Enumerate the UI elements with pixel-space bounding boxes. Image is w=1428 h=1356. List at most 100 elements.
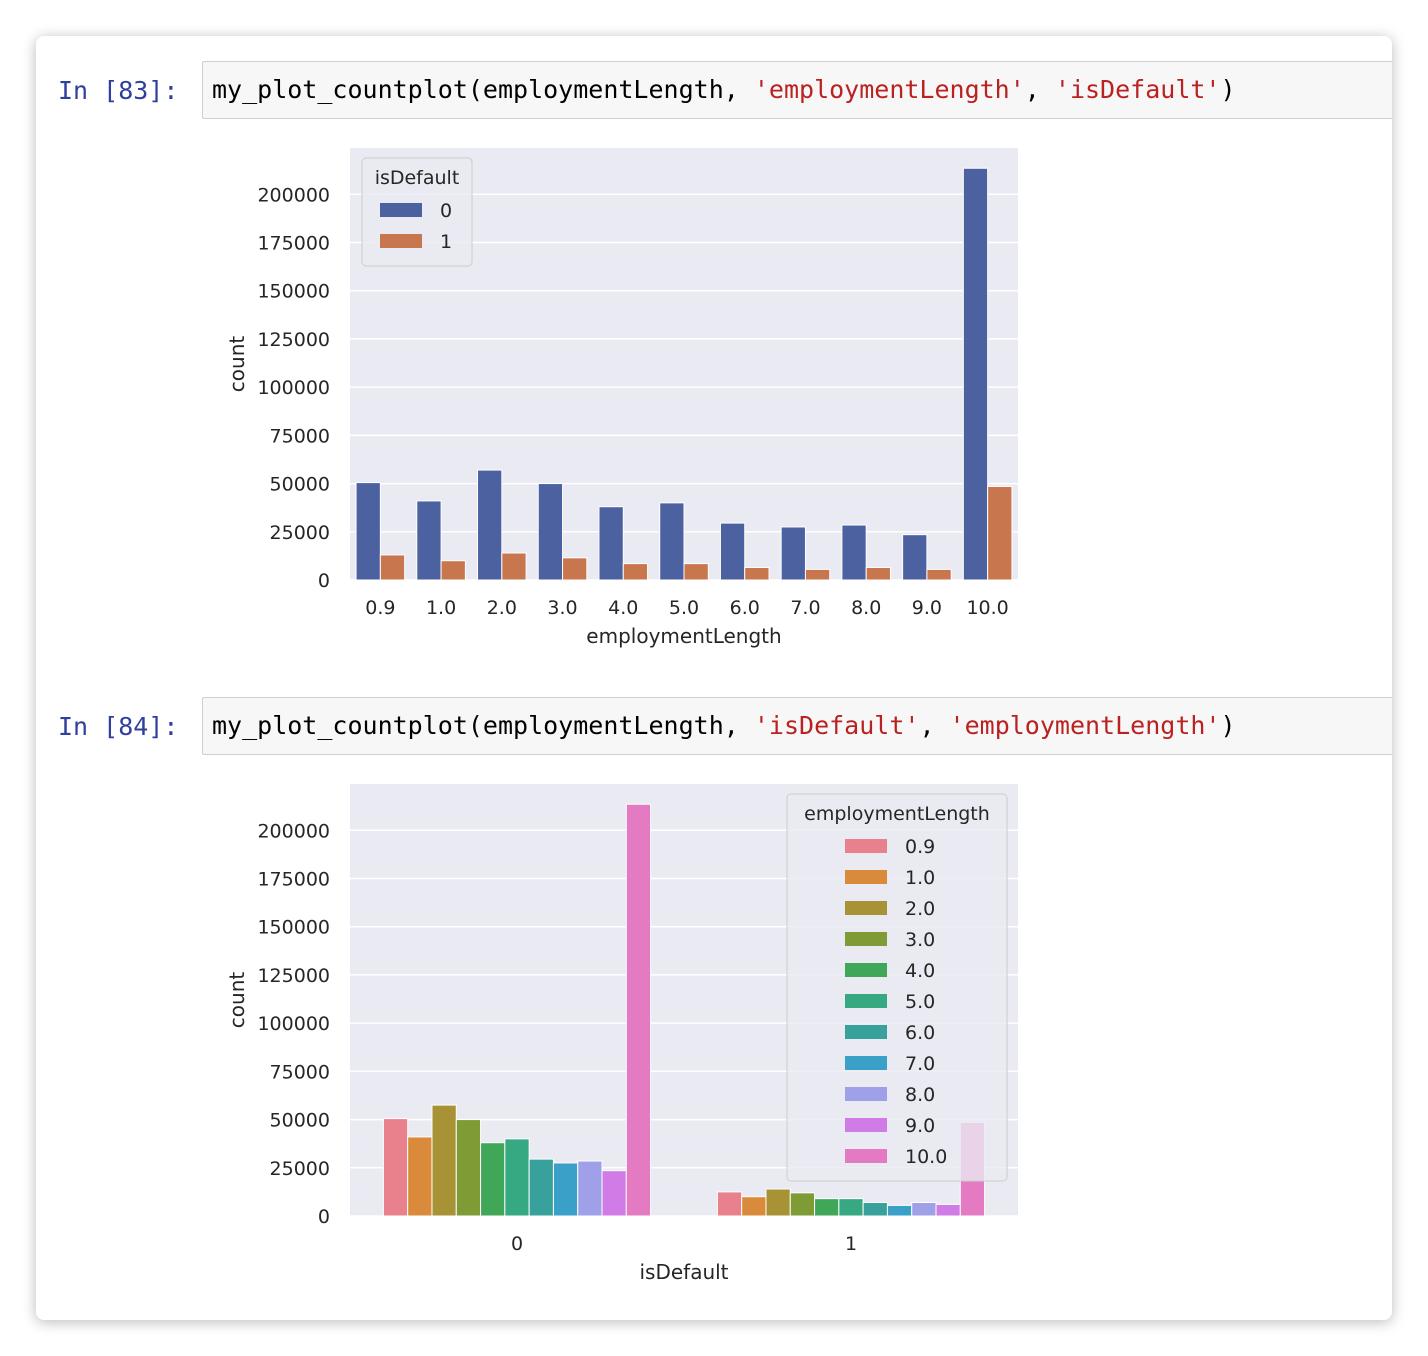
legend-label-0.9: 0.9 (905, 836, 935, 858)
bar-1-8.0 (865, 566, 891, 581)
code-close: ) (1220, 75, 1236, 104)
y-tick-label: 0 (318, 1206, 330, 1228)
bar-2.0-0 (431, 1104, 457, 1217)
y-tick-label: 25000 (270, 522, 330, 544)
y-tick-label: 200000 (257, 184, 330, 206)
bar-0-1.0 (416, 500, 442, 581)
code-string-arg: 'employmentLength' (949, 711, 1221, 740)
code-cell-83[interactable]: my_plot_countplot(employmentLength, 'emp… (202, 61, 1392, 119)
bar-0-2.0 (477, 469, 503, 581)
code-line: my_plot_countplot(employmentLength, 'isD… (212, 711, 1236, 740)
bar-1-10.0 (987, 485, 1013, 581)
code-close: ) (1220, 711, 1236, 740)
bar-0-10.0 (962, 167, 989, 581)
legend-label-10.0: 10.0 (905, 1146, 947, 1168)
legend-swatch-7.0 (845, 1056, 887, 1070)
x-tick-label: 10.0 (966, 597, 1008, 619)
legend-swatch-9.0 (845, 1118, 887, 1132)
code-cell-84[interactable]: my_plot_countplot(employmentLength, 'isD… (202, 697, 1392, 755)
x-tick-label: 0.9 (365, 597, 395, 619)
bar-9.0-0 (601, 1170, 627, 1217)
bar-5.0-0 (504, 1138, 530, 1217)
legend-label-8.0: 8.0 (905, 1084, 935, 1106)
y-tick-label: 125000 (257, 329, 330, 351)
y-tick-label: 150000 (257, 281, 330, 303)
x-tick-label: 0 (511, 1233, 523, 1255)
x-tick-label: 8.0 (851, 597, 881, 619)
legend-label-2.0: 2.0 (905, 898, 935, 920)
bar-3.0-0 (455, 1119, 482, 1217)
bar-1-5.0 (683, 563, 709, 581)
legend-swatch-10.0 (845, 1149, 887, 1163)
legend-swatch-1.0 (845, 870, 887, 884)
bar-1-1.0 (440, 560, 466, 581)
x-tick-label: 7.0 (790, 597, 820, 619)
y-tick-label: 200000 (257, 820, 330, 842)
y-tick-label: 150000 (257, 917, 330, 939)
bar-1-3.0 (562, 557, 588, 581)
bar-0-0.9 (355, 482, 381, 581)
countplot-chart-1: 0 25000 50000 75000 100000 125000 150000 175000… (225, 148, 1018, 648)
y-axis-label: count (225, 336, 249, 393)
legend-swatch-0 (380, 203, 422, 217)
code-line: my_plot_countplot(employmentLength, 'emp… (212, 75, 1236, 104)
bar-4.0-0 (480, 1142, 506, 1217)
legend-swatch-5.0 (845, 994, 887, 1008)
bar-4.0-1 (814, 1198, 840, 1217)
y-tick-label: 100000 (257, 1013, 330, 1035)
legend-title: isDefault (375, 167, 460, 189)
bar-10.0-0 (625, 803, 652, 1217)
bar-6.0-0 (528, 1158, 554, 1217)
bar-7.0-1 (886, 1204, 913, 1217)
bar-1-6.0 (744, 566, 770, 581)
y-tick-label: 125000 (257, 965, 330, 987)
bar-2.0-1 (765, 1188, 791, 1217)
bar-1-0.9 (379, 554, 406, 581)
y-tick-label: 0 (318, 570, 330, 592)
bar-0-5.0 (659, 502, 685, 581)
code-separator: , (1024, 75, 1055, 104)
code-call: my_plot_countplot(employmentLength, (212, 75, 754, 104)
code-call: my_plot_countplot(employmentLength, (212, 711, 754, 740)
bar-8.0-1 (911, 1202, 937, 1217)
legend-label-7.0: 7.0 (905, 1053, 935, 1075)
bar-6.0-1 (862, 1202, 888, 1217)
x-tick-label: 2.0 (487, 597, 517, 619)
legend-swatch-8.0 (845, 1087, 887, 1101)
y-tick-label: 50000 (270, 474, 330, 496)
bar-1.0-1 (741, 1196, 767, 1217)
bar-8.0-0 (577, 1160, 603, 1217)
legend-label-9.0: 9.0 (905, 1115, 935, 1137)
legend-label-1: 1 (440, 231, 452, 253)
bar-0-8.0 (841, 524, 867, 581)
bar-3.0-1 (789, 1192, 816, 1217)
legend-swatch-6.0 (845, 1025, 887, 1039)
x-tick-label: 3.0 (547, 597, 577, 619)
legend-swatch-0.9 (845, 839, 887, 853)
legend-box (786, 793, 1008, 1182)
legend-swatch-1 (380, 234, 422, 248)
x-tick-label: 4.0 (608, 597, 638, 619)
bar-0-4.0 (598, 506, 624, 581)
bar-0-6.0 (719, 522, 746, 581)
legend-label-1.0: 1.0 (905, 867, 935, 889)
legend-label-3.0: 3.0 (905, 929, 935, 951)
y-tick-label: 175000 (257, 233, 330, 255)
code-string-arg: 'isDefault' (753, 711, 920, 740)
bar-5.0-1 (838, 1198, 864, 1217)
legend-swatch-3.0 (845, 932, 887, 946)
bar-0-3.0 (537, 483, 564, 581)
legend-swatch-2.0 (845, 901, 887, 915)
bar-1-2.0 (501, 552, 527, 581)
bar-0.9-0 (382, 1118, 409, 1217)
bar-9.0-1 (935, 1203, 961, 1217)
y-tick-label: 175000 (257, 869, 330, 891)
legend-label-6.0: 6.0 (905, 1022, 935, 1044)
y-tick-label: 75000 (270, 425, 330, 447)
legend-swatch-4.0 (845, 963, 887, 977)
bar-7.0-0 (552, 1162, 579, 1217)
x-tick-label: 6.0 (730, 597, 760, 619)
legend-label-0: 0 (440, 200, 452, 222)
y-tick-label: 50000 (270, 1110, 330, 1132)
cell-prompt-83: In [83]: (58, 76, 179, 105)
